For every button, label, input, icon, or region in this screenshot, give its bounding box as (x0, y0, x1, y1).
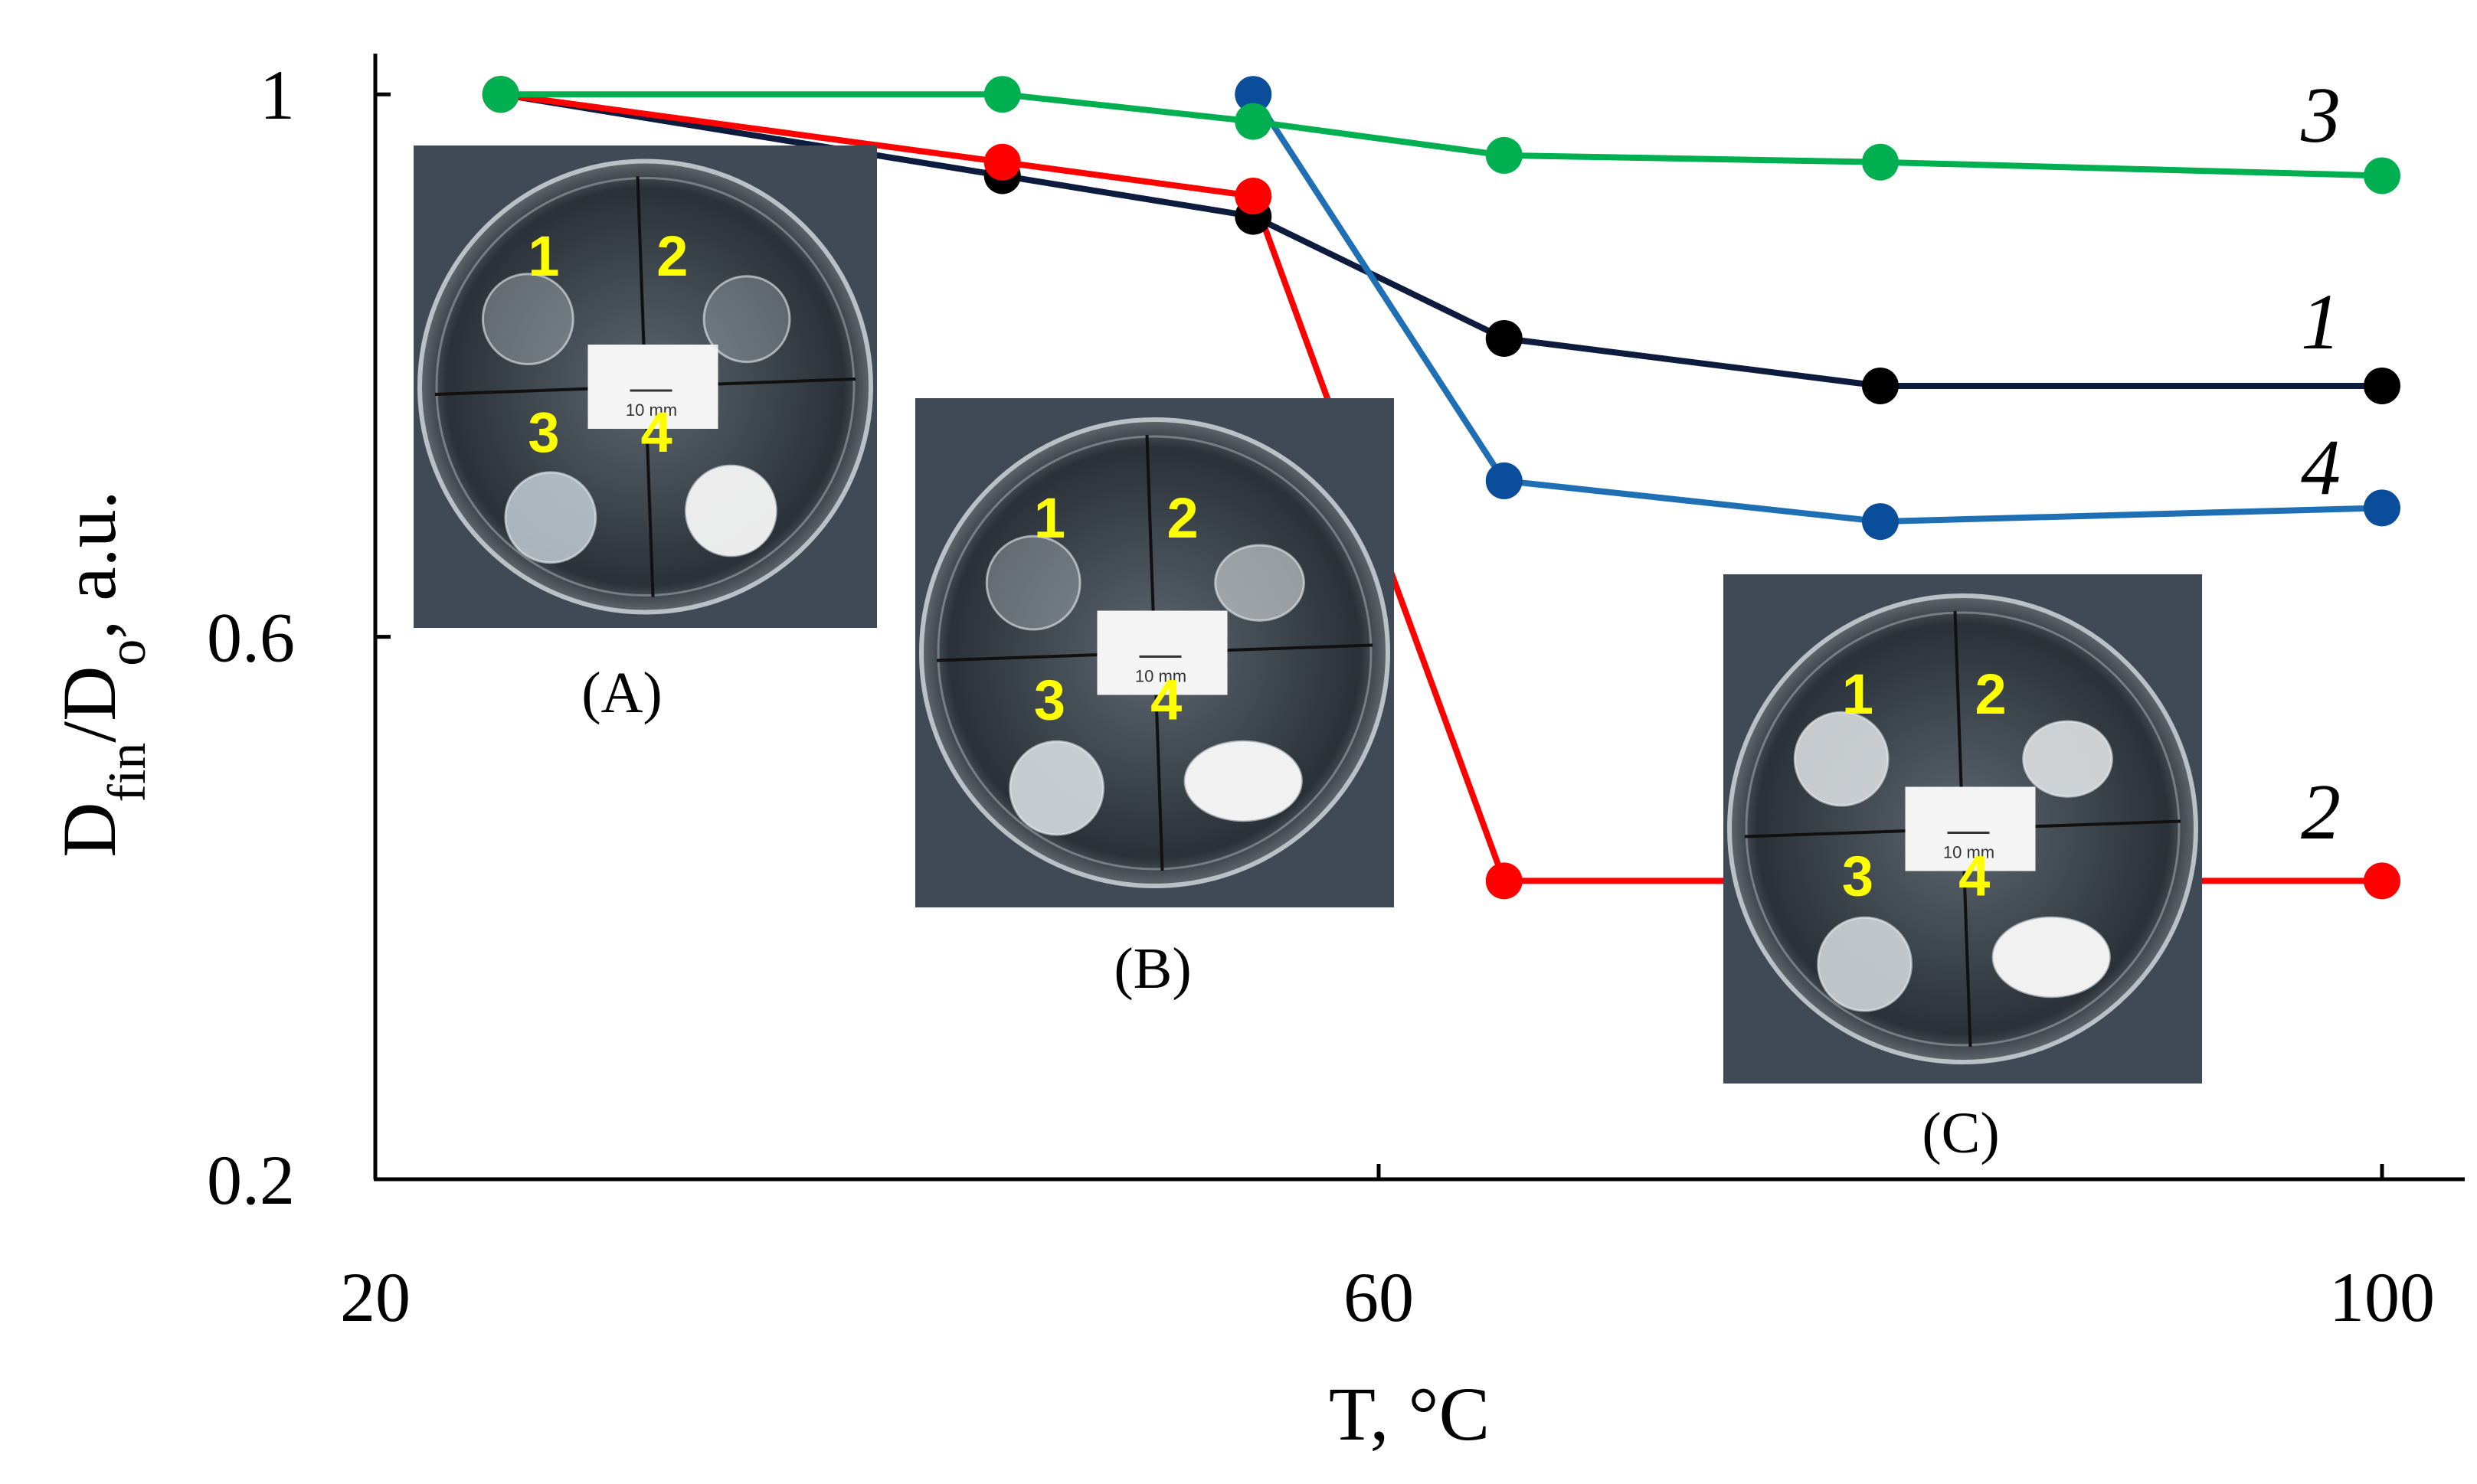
sample-disk (1183, 740, 1303, 822)
scale-card (1905, 786, 2036, 871)
sample-number-label: 3 (528, 400, 559, 464)
series-4-line (1250, 93, 2383, 525)
series-3-point (482, 76, 519, 113)
y-tick-label: 0.6 (207, 599, 295, 677)
sample-disk (1793, 711, 1890, 807)
series-2-label: 2 (2301, 768, 2341, 856)
axes (373, 54, 2465, 1182)
series-1-point (1485, 319, 1523, 357)
sample-disk (504, 471, 597, 564)
ticks: 20 60 100 0.2 0.6 1 (207, 56, 2435, 1336)
sample-number-label: 3 (1842, 844, 1873, 907)
sample-disk (1009, 740, 1105, 836)
y-axis-title: Dfin/Do, a.u. (47, 490, 157, 857)
petri-dish-rim (435, 177, 856, 597)
sample-number-label: 2 (1167, 486, 1198, 550)
series-3-point (2364, 157, 2400, 194)
photo-insets: 10 mm 1 2 3 4 (A) 10 mm 1 2 3 4 (B) 10 mm 1 2 3 4 (C) (414, 145, 2202, 1165)
series-4-point (2364, 489, 2400, 527)
series-2-point (2364, 862, 2400, 900)
sample-disk (481, 273, 574, 366)
sample-number-label: 1 (528, 224, 559, 288)
sample-number-label: 2 (656, 224, 688, 288)
series-3-point (1485, 136, 1523, 174)
sample-disk (1214, 544, 1305, 622)
series-labels: 1 2 3 4 (2300, 71, 2341, 856)
sample-number-label: 1 (1842, 662, 1873, 726)
series-4-point (1235, 76, 1272, 113)
series-2-point (1235, 178, 1272, 215)
inset-caption: (A) (581, 661, 663, 725)
sample-disk (1817, 916, 1913, 1012)
sample-disk (702, 275, 791, 364)
scale-card (587, 345, 718, 429)
x-tick-label: 60 (1343, 1258, 1414, 1336)
scale-label: 10 mm (1135, 667, 1186, 686)
series-4-label: 4 (2301, 423, 2341, 512)
scale-card (1097, 610, 1228, 695)
sample-disk (685, 464, 777, 557)
series-4-point (1485, 462, 1523, 499)
x-tick-label: 100 (2329, 1258, 2435, 1336)
series-3-label: 3 (2300, 71, 2341, 159)
photo-inset-c: 10 mm 1 2 3 4 (C) (1723, 574, 2202, 1165)
inset-caption: (B) (1114, 936, 1191, 1001)
x-tick-label: 20 (340, 1258, 411, 1336)
sample-disk (985, 534, 1081, 631)
sample-disk (2022, 720, 2113, 798)
y-tick-label: 1 (260, 56, 295, 134)
scale-label: 10 mm (626, 400, 677, 420)
series-1-line (500, 91, 2382, 389)
photo-inset-b: 10 mm 1 2 3 4 (B) (915, 398, 1394, 1001)
y-tick-label: 0.2 (207, 1141, 295, 1219)
series-1-label: 1 (2301, 278, 2341, 366)
sample-number-label: 1 (1034, 486, 1065, 550)
sample-number-label: 3 (1034, 668, 1065, 731)
petri-dish-rim (1745, 611, 2181, 1047)
series-3-point (983, 76, 1021, 113)
series-3-line (500, 91, 2383, 179)
scale-label: 10 mm (1943, 843, 1994, 862)
series-4-point (1862, 503, 1899, 541)
x-axis-title: T, °C (1329, 1371, 1490, 1456)
inset-caption: (C) (1922, 1101, 1999, 1165)
series-1-point (2364, 367, 2400, 404)
series-3-point (1235, 103, 1272, 140)
sample-disk (1991, 916, 2111, 999)
sample-number-label: 4 (1958, 844, 1990, 907)
series-1-point (1862, 367, 1899, 404)
sample-number-label: 4 (641, 400, 672, 464)
series-2-point (983, 143, 1021, 181)
series-3-point (1862, 143, 1899, 181)
petri-dish-rim (937, 435, 1373, 871)
series-markers (482, 76, 2400, 900)
series-2-point (1485, 862, 1523, 900)
photo-inset-a: 10 mm 1 2 3 4 (A) (414, 145, 877, 725)
sample-number-label: 2 (1975, 662, 2006, 726)
sample-number-label: 4 (1150, 668, 1182, 731)
